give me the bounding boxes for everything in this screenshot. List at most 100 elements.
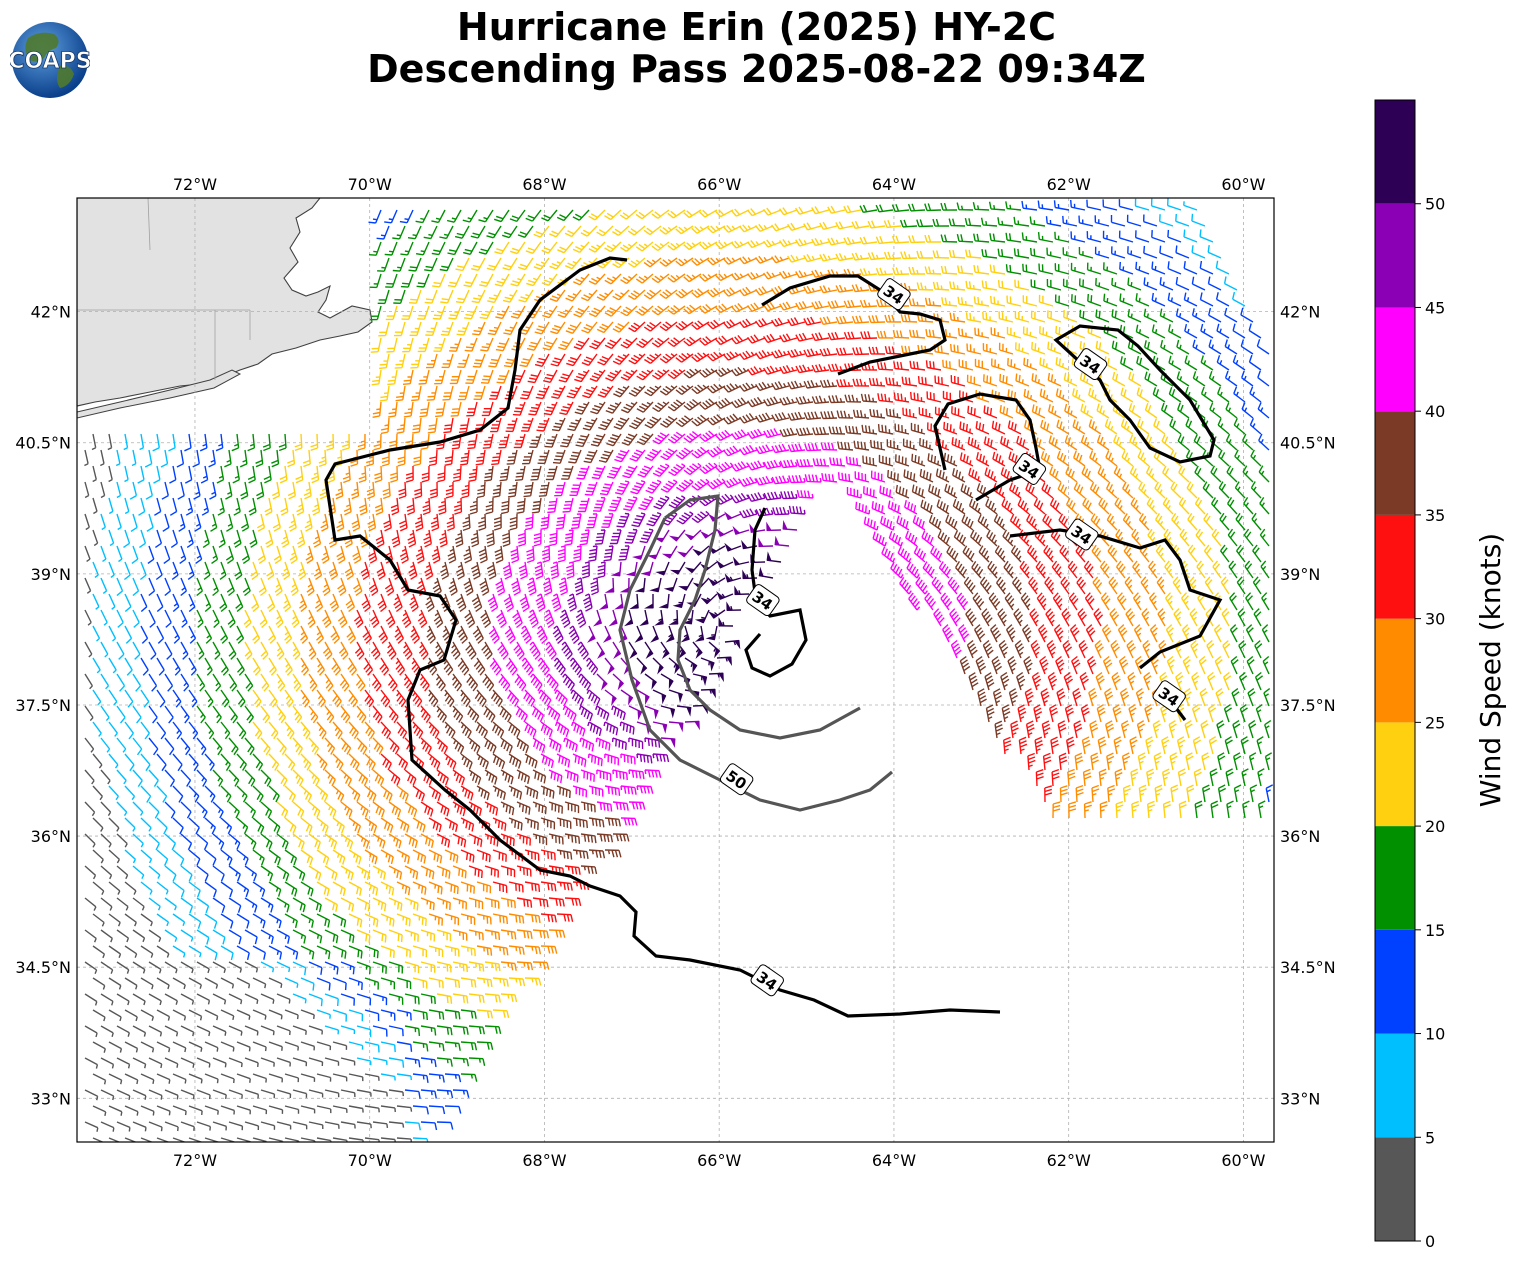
wind-barb xyxy=(464,305,478,320)
barb-shaft xyxy=(412,417,422,434)
barb-shaft xyxy=(1062,247,1078,259)
barb-shaft xyxy=(428,449,438,467)
barb-shaft xyxy=(746,302,766,312)
barb-shaft xyxy=(795,332,814,342)
barb-shaft xyxy=(596,289,614,301)
barb-shaft xyxy=(1113,466,1126,483)
barb-shaft xyxy=(597,385,614,398)
barb-shaft xyxy=(373,433,382,451)
barb-shaft xyxy=(972,202,990,211)
barb-shaft xyxy=(408,289,422,304)
barb-shaft xyxy=(371,369,382,386)
barb-shaft xyxy=(598,417,614,431)
barb-shaft xyxy=(415,241,430,256)
barb-shaft xyxy=(876,361,894,371)
wind-barb xyxy=(715,367,734,378)
wind-barb xyxy=(541,241,558,254)
wind-barb xyxy=(1159,277,1174,291)
barb-shaft xyxy=(584,481,598,496)
barb-shaft xyxy=(1224,370,1238,387)
barb-shaft xyxy=(424,257,438,272)
barb-shaft xyxy=(636,305,654,316)
wind-barb xyxy=(651,305,670,316)
barb-shaft xyxy=(1136,387,1150,403)
wind-barb xyxy=(707,257,726,266)
barb-shaft xyxy=(1225,433,1238,451)
barb-shaft xyxy=(950,343,966,355)
barb-shaft xyxy=(629,416,646,430)
wind-barb xyxy=(628,385,646,397)
wind-barb xyxy=(551,385,566,399)
barb-shaft xyxy=(811,300,830,310)
barb-shaft xyxy=(795,396,814,405)
wind-barb xyxy=(604,241,622,253)
barb-shaft xyxy=(763,428,782,439)
wind-barb xyxy=(192,449,200,468)
barb-shaft xyxy=(310,433,319,451)
barb-shaft xyxy=(1232,291,1246,307)
wind-barb xyxy=(606,465,622,479)
wind-barb xyxy=(567,417,582,432)
barb-shaft xyxy=(668,463,686,477)
wind-barb xyxy=(1095,340,1110,355)
wind-barb xyxy=(836,379,854,388)
title-block: Hurricane Erin (2025) HY-2C Descending P… xyxy=(0,6,1513,90)
barb-shaft xyxy=(925,328,942,339)
barb-shaft xyxy=(473,385,486,401)
wind-barb xyxy=(441,353,454,369)
wind-barb xyxy=(739,444,758,456)
barb-shaft xyxy=(407,225,422,240)
barb-shaft xyxy=(224,449,232,468)
barb-shaft xyxy=(1175,213,1190,227)
wind-barb xyxy=(1007,358,1022,371)
wind-barb xyxy=(1022,295,1038,307)
barb-shaft xyxy=(467,433,478,450)
wind-barb xyxy=(730,461,750,472)
wind-barb xyxy=(811,300,830,310)
wind-barb xyxy=(934,375,950,387)
wind-barb xyxy=(660,415,678,428)
barb-shaft xyxy=(636,432,654,446)
barb-shaft xyxy=(1112,371,1126,387)
barb-shaft xyxy=(384,241,398,256)
barb-shaft xyxy=(843,205,862,214)
wind-barb xyxy=(1145,465,1158,483)
wind-barb xyxy=(983,405,998,419)
wind-barb xyxy=(483,465,494,482)
barb-shaft xyxy=(1000,436,1014,451)
wind-barb xyxy=(522,449,534,465)
wind-barb xyxy=(819,316,838,325)
barb-shaft xyxy=(401,305,414,320)
barb-shaft xyxy=(973,264,990,275)
barb-shaft xyxy=(683,241,702,251)
wind-barb xyxy=(1240,339,1254,355)
wind-barb xyxy=(503,321,518,336)
barb-shaft xyxy=(576,465,590,480)
wind-barb xyxy=(1023,357,1038,371)
wind-barb xyxy=(883,251,902,260)
wind-barb xyxy=(957,296,974,307)
barb-shaft xyxy=(1048,435,1062,451)
coaps-logo: COAPS xyxy=(10,22,90,98)
wind-barb xyxy=(1143,277,1158,291)
barb-shaft xyxy=(604,273,622,285)
wind-barb xyxy=(520,385,534,400)
barb-shaft xyxy=(967,405,982,419)
barb-shaft xyxy=(1168,355,1182,371)
wind-barb xyxy=(612,289,630,301)
barb-shaft xyxy=(463,241,478,255)
barb-shaft xyxy=(651,273,670,284)
barb-shaft xyxy=(1191,245,1206,259)
barb-shaft xyxy=(240,481,249,500)
barb-shaft xyxy=(886,439,902,451)
barb-shaft xyxy=(440,289,454,304)
barb-shaft xyxy=(887,469,902,483)
barb-shaft xyxy=(819,253,838,262)
wind-barb xyxy=(1168,355,1182,371)
barb-shaft xyxy=(385,273,398,288)
barb-shaft xyxy=(763,271,782,280)
barb-shaft xyxy=(620,369,638,381)
barb-shaft xyxy=(394,353,406,369)
barb-shaft xyxy=(393,321,406,337)
barb-shaft xyxy=(699,273,718,282)
